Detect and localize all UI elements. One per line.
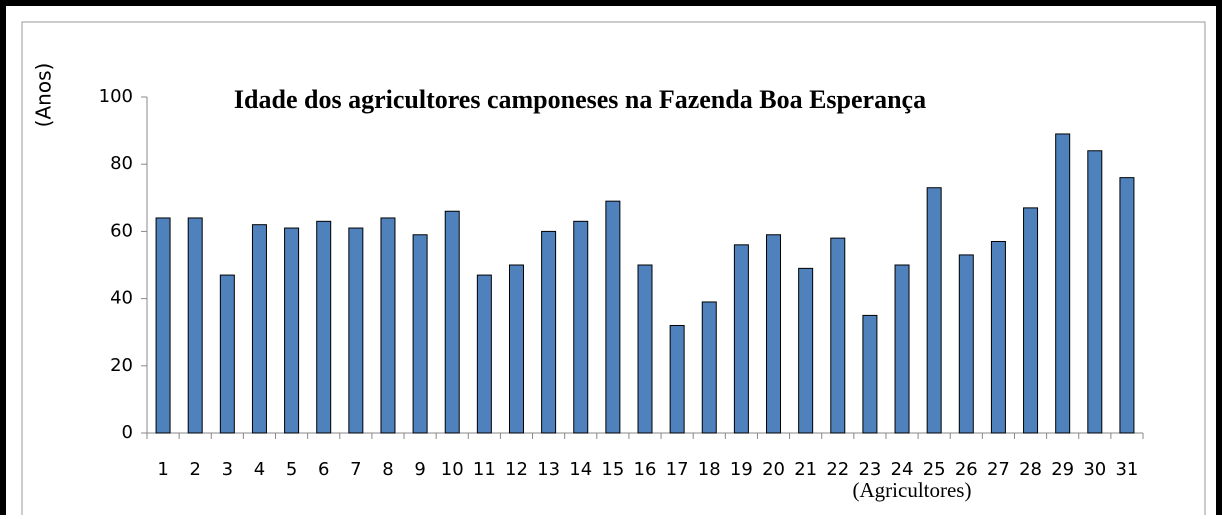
bar: [1023, 207, 1039, 434]
y-tick-label: 40: [110, 288, 133, 309]
bar: [830, 237, 846, 434]
bar: [251, 224, 267, 434]
bar: [605, 200, 621, 434]
x-tick-label: 30: [1083, 459, 1106, 480]
x-tick-label: 6: [318, 459, 329, 480]
x-axis-label: (Agricultores): [853, 478, 972, 502]
x-tick-label: 5: [286, 459, 297, 480]
x-tick-label: 17: [666, 459, 689, 480]
y-tick-label: 80: [110, 153, 133, 174]
bar: [380, 217, 396, 434]
bar: [219, 274, 235, 434]
x-tick-label: 12: [505, 459, 528, 480]
chart-box: [21, 21, 1206, 519]
bar: [958, 254, 974, 434]
x-tick-label: 18: [698, 459, 721, 480]
bar: [573, 220, 589, 434]
x-tick-label: 8: [382, 459, 393, 480]
x-tick-label: 16: [634, 459, 657, 480]
x-tick-label: 14: [569, 459, 592, 480]
x-tick-label: 31: [1115, 459, 1138, 480]
x-tick-label: 3: [222, 459, 233, 480]
bar: [766, 234, 782, 434]
bar: [155, 217, 171, 434]
bar: [284, 227, 300, 434]
x-tick-label: 24: [891, 459, 914, 480]
bar: [862, 314, 878, 434]
bar: [798, 267, 814, 434]
bar: [1087, 150, 1103, 434]
bar: [733, 244, 749, 434]
y-tick-label: 20: [110, 355, 133, 376]
bar: [508, 264, 524, 434]
x-tick-label: 9: [414, 459, 425, 480]
x-tick-label: 11: [473, 459, 496, 480]
bar: [669, 324, 685, 434]
bar: [476, 274, 492, 434]
bar: [1055, 133, 1071, 434]
bar: [990, 240, 1006, 434]
x-tick-label: 15: [601, 459, 624, 480]
x-tick-label: 22: [826, 459, 849, 480]
x-tick-label: 27: [987, 459, 1010, 480]
bar: [444, 210, 460, 434]
x-tick-label: 28: [1019, 459, 1042, 480]
x-tick-label: 13: [537, 459, 560, 480]
y-tick-label: 0: [122, 422, 133, 443]
y-tick-label: 100: [99, 86, 133, 107]
x-tick-label: 20: [762, 459, 785, 480]
bar: [316, 220, 332, 434]
x-tick-label: 4: [254, 459, 265, 480]
x-tick-label: 21: [794, 459, 817, 480]
bar: [541, 230, 557, 434]
bar: [894, 264, 910, 434]
x-tick-label: 25: [923, 459, 946, 480]
x-tick-label: 7: [350, 459, 361, 480]
x-tick-label: 29: [1051, 459, 1074, 480]
x-tick-label: 23: [858, 459, 881, 480]
bar: [412, 234, 428, 434]
bar: [637, 264, 653, 434]
bar: [348, 227, 364, 434]
y-tick-label: 60: [110, 220, 133, 241]
x-tick-label: 26: [955, 459, 978, 480]
bar: [187, 217, 203, 434]
x-tick-label: 19: [730, 459, 753, 480]
x-tick-label: 10: [441, 459, 464, 480]
bar: [1119, 177, 1135, 434]
x-tick-label: 2: [189, 459, 200, 480]
x-tick-label: 1: [157, 459, 168, 480]
bar: [701, 301, 717, 434]
bar: [926, 187, 942, 434]
y-axis-label: (Anos): [32, 63, 56, 128]
chart-title: Idade dos agricultores camponeses na Faz…: [234, 85, 926, 114]
